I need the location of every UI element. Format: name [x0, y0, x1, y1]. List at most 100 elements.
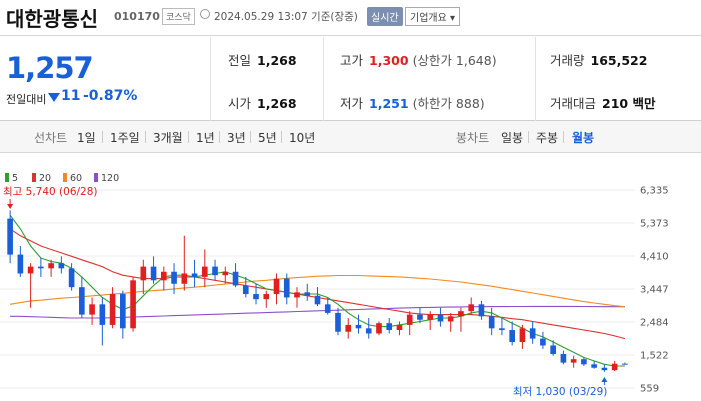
y-tick-label: 559 [640, 384, 659, 395]
lower-limit: (하한가 888) [412, 96, 485, 111]
amount-cell: 거래대금 210 백만 [550, 93, 655, 112]
candle-body [519, 328, 526, 343]
candle-body [38, 266, 44, 269]
legend-swatch [94, 173, 98, 182]
candle-body [48, 263, 54, 269]
high-cell: 고가 1,300 (상한가 1,648) [340, 50, 497, 69]
low-arrow-head [601, 377, 608, 382]
candle-body [458, 311, 464, 317]
candle-body [222, 271, 229, 276]
candle-body [437, 314, 444, 322]
divider [145, 131, 146, 143]
candle-body [529, 328, 536, 339]
price-chart[interactable]: 6,335 5,373 4,410 3,447 2,484 1,522 559 최고 5,74… [0, 185, 701, 401]
stock-header: 대한광통신 010170 코스닥 2024.05.29 13:07 기준(장중)… [0, 0, 701, 36]
chart-period-tabs: 선차트 1일 1주일 3개월 1년 3년 5년 10년 봉차트 일봉 주봉 월봉 [0, 121, 701, 153]
tab-weekly[interactable]: 주봉 [536, 131, 559, 145]
candle-body [376, 323, 382, 334]
high-label: 고가 [340, 53, 364, 68]
candle-body [570, 359, 577, 363]
divider [528, 131, 529, 143]
candle-body [427, 314, 434, 320]
company-info-dropdown[interactable]: 기업개요 ▾ [405, 7, 460, 26]
tab-daily[interactable]: 일봉 [501, 131, 524, 145]
down-arrow-icon [48, 93, 60, 102]
candle-body [417, 314, 423, 320]
tab-1d[interactable]: 1일 [77, 131, 96, 145]
candle-body [201, 266, 208, 277]
stock-name: 대한광통신 [6, 7, 98, 31]
divider [219, 131, 220, 143]
tab-monthly[interactable]: 월봉 [572, 131, 595, 145]
y-tick-label: 4,410 [640, 252, 669, 263]
tab-3y[interactable]: 3년 [227, 131, 246, 145]
candle-body [283, 278, 290, 298]
prev-close-label: 전일 [228, 53, 252, 68]
low-value: 1,251 [369, 96, 409, 111]
candle-body [468, 304, 475, 312]
high-value: 1,300 [369, 53, 409, 68]
realtime-button[interactable]: 실시간 [367, 7, 403, 26]
current-price: 1,257 [6, 51, 94, 85]
candle-body [99, 304, 106, 325]
candle-body [27, 266, 34, 274]
candle-body [550, 345, 556, 355]
candle-body [540, 338, 546, 346]
candle-body [560, 354, 567, 363]
change-label: 전일대비 [6, 93, 47, 106]
y-tick-label: 5,373 [640, 219, 669, 230]
candle-body [79, 287, 85, 315]
upper-limit: (상한가 1,648) [412, 53, 497, 68]
quote-summary: 1,257 전일대비 11 -0.87% 전일 1,268 시가 1,268 고가 1… [0, 37, 701, 121]
candle-body [191, 273, 198, 277]
candle-body [304, 292, 311, 296]
candle-body [601, 367, 608, 371]
candle-body [212, 266, 218, 276]
volume-label: 거래량 [550, 53, 585, 68]
candle-body [345, 324, 352, 332]
legend-ma5: 5 [5, 173, 18, 184]
candle-body [611, 363, 618, 371]
candle-body [120, 294, 126, 329]
candle-body [294, 292, 300, 298]
candle-body [150, 266, 157, 281]
tab-5y[interactable]: 5년 [258, 131, 277, 145]
candle-body [581, 359, 587, 365]
low-cell: 저가 1,251 (하한가 888) [340, 93, 485, 112]
volume-cell: 거래량 165,522 [550, 50, 647, 69]
candle-body [232, 271, 239, 286]
low-label: 저가 [340, 96, 364, 111]
legend-ma20: 20 [32, 173, 51, 184]
divider [102, 131, 103, 143]
y-tick-label: 6,335 [640, 186, 669, 197]
tab-10y[interactable]: 10년 [289, 131, 316, 145]
legend-label: 20 [39, 173, 52, 184]
candle-body [181, 273, 188, 284]
quote-datetime: 2024.05.29 13:07 기준(장중) [214, 11, 358, 23]
candle-body [622, 363, 628, 365]
divider [323, 37, 324, 121]
candle-body [355, 324, 362, 329]
candle-body [242, 285, 249, 295]
legend-swatch [63, 173, 67, 182]
open-label: 시가 [228, 96, 252, 111]
candle-body [335, 312, 341, 332]
candle-body [406, 314, 413, 325]
tab-1w[interactable]: 1주일 [110, 131, 140, 145]
divider [210, 37, 211, 121]
candle-body [365, 328, 372, 334]
tab-3m[interactable]: 3개월 [153, 131, 183, 145]
candle-body [58, 263, 65, 269]
amount-label: 거래대금 [550, 96, 597, 111]
candle-body [7, 218, 13, 255]
legend-ma60: 60 [63, 173, 82, 184]
stock-code: 010170 [114, 10, 160, 23]
y-tick-label: 2,484 [640, 318, 669, 329]
divider [281, 131, 282, 143]
open-cell: 시가 1,268 [228, 93, 297, 112]
candle-body [314, 295, 321, 305]
candle-body [324, 304, 331, 313]
legend-label: 120 [101, 173, 120, 184]
tab-1y[interactable]: 1년 [196, 131, 215, 145]
amount-value: 210 백만 [602, 96, 656, 111]
